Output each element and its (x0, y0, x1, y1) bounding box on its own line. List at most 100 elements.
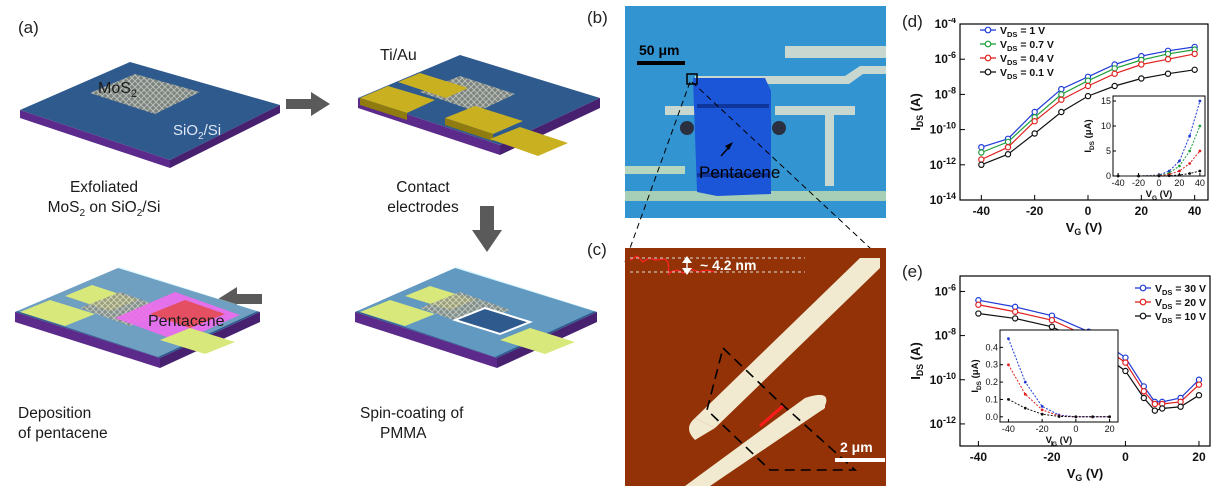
x-tick-label: 20 (1135, 204, 1149, 218)
inset-point (1178, 173, 1181, 177)
data-point (975, 301, 982, 308)
x-tick-label: 0 (1085, 204, 1092, 218)
inset-y-tick-label: 5 (1106, 146, 1111, 156)
legend-marker (984, 54, 992, 62)
arrow-icon (725, 142, 733, 150)
data-point (978, 156, 985, 163)
inset-point (1188, 149, 1192, 153)
inset-point (1116, 174, 1120, 178)
data-point (1058, 96, 1065, 103)
data-point (1004, 138, 1012, 146)
inset-frame (1112, 95, 1206, 177)
inset-point (1108, 415, 1111, 419)
arrow-up-icon (682, 256, 692, 263)
data-point (1138, 61, 1145, 68)
optical-micrograph: 50 μm Pentacene (625, 6, 886, 218)
plot-frame (959, 23, 1209, 201)
y-tick-label: 10-6 (935, 282, 956, 298)
data-point (1011, 315, 1019, 322)
legend-marker (984, 68, 992, 76)
electrode-label: Ti/Au (380, 47, 417, 64)
data-point (1111, 82, 1118, 90)
data-point (1191, 66, 1198, 73)
svg-text:50 μm: 50 μm (639, 42, 679, 58)
data-point (1140, 394, 1148, 402)
inset-frame (999, 329, 1119, 423)
panel-c-label: (c) (587, 240, 607, 259)
y-tick-label: 10-12 (930, 156, 956, 172)
inset-point (1040, 404, 1044, 408)
scale-bar-c (835, 458, 885, 462)
legend-marker (1139, 284, 1147, 292)
arrow-right-icon (286, 92, 330, 116)
step3-caption: Spin-coating of PMMA (360, 405, 464, 442)
inset-x-tick-label: 20 (1174, 178, 1184, 188)
inset-point (1007, 363, 1010, 367)
inset-y-tick-label: 10 (1101, 121, 1111, 131)
data-point (1084, 82, 1092, 90)
data-point (1031, 108, 1038, 116)
inset-y-tick-label: 0.2 (985, 377, 998, 387)
y-tick-label: 10-4 (935, 18, 956, 31)
data-point (978, 149, 985, 156)
step2-caption: Contact electrodes (387, 179, 459, 216)
inset-point (1023, 380, 1027, 384)
inset-point (1074, 415, 1078, 419)
inset-point (1091, 415, 1095, 419)
inset-point (1157, 174, 1161, 178)
inset-x-tick-label: 20 (1105, 424, 1115, 434)
mos2-flake (90, 74, 200, 114)
legend-marker (984, 40, 992, 48)
transfer-curve-d: -40 -20 0 20 40 10-14 10-12 10-10 10-8 10-6 10-4 VG… (908, 18, 1209, 237)
legend-marker (984, 26, 992, 34)
mos2-label: MoS2 (98, 80, 137, 100)
inset-y-tick-label: 0.4 (985, 342, 998, 352)
inset-point (1188, 162, 1192, 165)
x-tick-label: -40 (970, 450, 988, 464)
inset-x-tick-label: 40 (1195, 178, 1205, 188)
arrow-down-small-icon (682, 268, 692, 275)
pentacene-label: Pentacene (699, 163, 780, 182)
inset-point (1057, 415, 1061, 418)
data-point (1164, 70, 1172, 77)
data-point (1164, 56, 1172, 63)
data-point (1122, 367, 1129, 375)
data-point (1138, 75, 1145, 82)
inset-point (1007, 398, 1010, 401)
plot-frame (959, 275, 1211, 447)
y-axis-label: IDS (A) (908, 342, 925, 380)
panel-d-label: (d) (902, 12, 923, 31)
substrate-label: SiO2/Si (173, 122, 221, 142)
inset-point (1178, 169, 1181, 173)
data-point (1084, 77, 1092, 84)
gold-electrode (490, 127, 568, 156)
inset-y-tick-label: 0 (1106, 171, 1111, 181)
x-tick-label: 0 (1122, 450, 1129, 464)
panel-e-label: (e) (902, 262, 923, 281)
step2-device (358, 55, 600, 156)
data-point (1048, 316, 1056, 324)
step4-caption: Deposition of pentacene (18, 405, 108, 442)
legend-label: VDS = 0.7 V (1000, 39, 1054, 53)
inset-point (1023, 392, 1027, 396)
panel-a-label: (a) (18, 18, 39, 37)
inset-y-tick-label: 0.1 (985, 394, 998, 404)
afm-image: ~ 4.2 nm 2 μm (625, 248, 886, 486)
inset-x-tick-label: -20 (1132, 178, 1145, 188)
inset-point (1198, 124, 1202, 128)
zoom-lines (624, 81, 886, 263)
inset-y-label: IDS (μA) (970, 359, 983, 392)
inset-y-tick-label: 0.3 (985, 360, 998, 370)
data-point (1195, 381, 1203, 388)
y-tick-label: 10-12 (930, 415, 956, 431)
legend-label: VDS = 0.4 V (1000, 53, 1054, 67)
step1-device (20, 62, 280, 168)
data-point (1122, 359, 1129, 366)
inset-x-tick-label: 0 (1156, 178, 1161, 188)
data-point (1084, 92, 1092, 100)
data-point (1151, 400, 1159, 408)
data-point (1058, 91, 1065, 98)
y-tick-label: 10-6 (935, 50, 956, 66)
scale-bar-b (637, 61, 685, 65)
data-point (1195, 391, 1203, 399)
